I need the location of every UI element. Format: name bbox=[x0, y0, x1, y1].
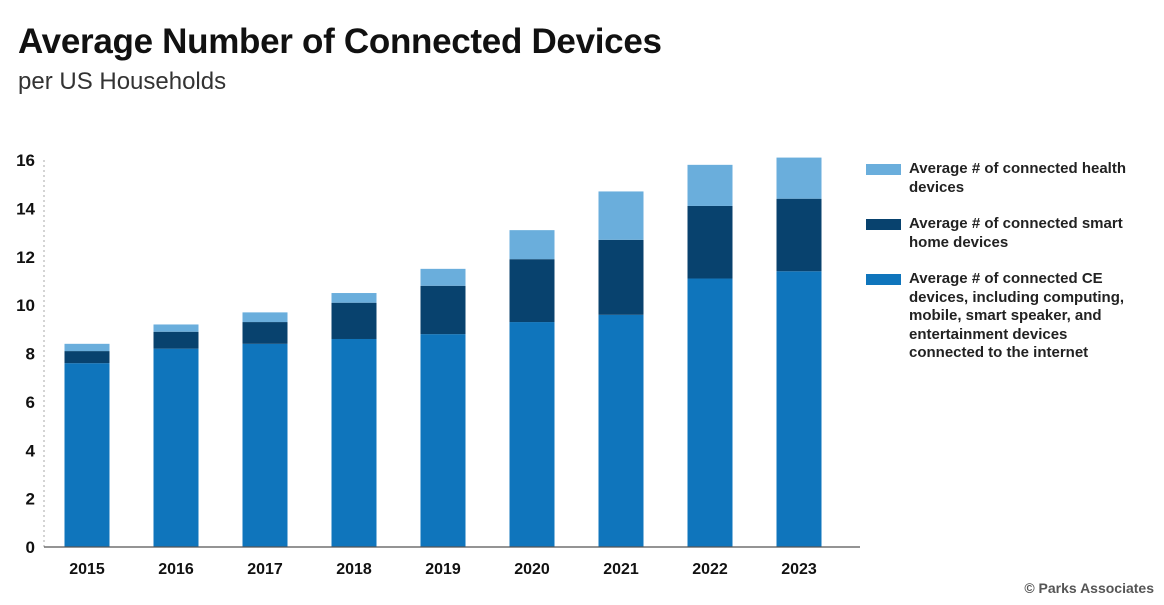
bar-smart-home-2019[interactable] bbox=[420, 285, 466, 335]
y-tick-label: 0 bbox=[26, 538, 35, 557]
y-tick-label: 8 bbox=[26, 345, 35, 364]
legend-label-smart-home: Average # of connected smart home device… bbox=[909, 215, 1123, 251]
x-tick-label: 2020 bbox=[514, 561, 550, 578]
bar-ce-devices-2016[interactable] bbox=[153, 348, 199, 547]
x-tick-label: 2019 bbox=[425, 561, 461, 578]
y-tick-label: 4 bbox=[26, 441, 36, 460]
y-axis: 0 2 4 6 8 10 12 14 16 bbox=[16, 151, 45, 557]
legend-swatch-health bbox=[866, 164, 901, 175]
copyright-credit: © Parks Associates bbox=[1024, 580, 1154, 596]
bar-ce-devices-2017[interactable] bbox=[242, 343, 288, 547]
bar-ce-devices-2020[interactable] bbox=[509, 322, 555, 547]
y-tick-label: 16 bbox=[16, 151, 35, 170]
chart-legend: Average # of connected health devices Av… bbox=[866, 160, 1156, 381]
bar-smart-home-2023[interactable] bbox=[776, 198, 822, 272]
y-tick-label: 2 bbox=[26, 490, 35, 509]
bar-smart-home-2017[interactable] bbox=[242, 322, 288, 344]
x-tick-label: 2016 bbox=[158, 561, 194, 578]
bar-ce-devices-2015[interactable] bbox=[64, 363, 110, 547]
bar-smart-home-2016[interactable] bbox=[153, 331, 199, 349]
bar-health-2020[interactable] bbox=[509, 230, 555, 260]
bar-smart-home-2022[interactable] bbox=[687, 205, 733, 279]
bar-smart-home-2015[interactable] bbox=[64, 351, 110, 364]
y-tick-label: 14 bbox=[16, 199, 35, 218]
bar-smart-home-2021[interactable] bbox=[598, 239, 644, 315]
chart-subtitle: per US Households bbox=[18, 68, 227, 95]
bar-health-2018[interactable] bbox=[331, 293, 377, 303]
y-tick-label: 12 bbox=[16, 248, 35, 267]
legend-item-smart-home[interactable]: Average # of connected smart home device… bbox=[866, 215, 1156, 252]
bar-smart-home-2020[interactable] bbox=[509, 259, 555, 323]
legend-label-health: Average # of connected health devices bbox=[909, 160, 1127, 196]
x-tick-label: 2021 bbox=[603, 561, 639, 578]
bar-health-2021[interactable] bbox=[598, 191, 644, 240]
y-tick-label: 6 bbox=[26, 393, 35, 412]
bar-health-2023[interactable] bbox=[776, 157, 822, 199]
x-tick-label: 2017 bbox=[247, 561, 283, 578]
x-tick-label: 2018 bbox=[336, 561, 372, 578]
bar-area bbox=[64, 157, 822, 547]
y-tick-label: 10 bbox=[16, 296, 35, 315]
legend-label-ce-devices: Average # of connected CE devices, inclu… bbox=[909, 270, 1125, 361]
bar-ce-devices-2022[interactable] bbox=[687, 278, 733, 547]
bar-ce-devices-2018[interactable] bbox=[331, 338, 377, 547]
bar-smart-home-2018[interactable] bbox=[331, 302, 377, 339]
legend-swatch-smart-home bbox=[866, 219, 901, 230]
x-tick-label: 2023 bbox=[781, 561, 817, 578]
bar-health-2019[interactable] bbox=[420, 268, 466, 286]
bar-health-2022[interactable] bbox=[687, 164, 733, 206]
x-tick-label: 2022 bbox=[692, 561, 728, 578]
x-axis: 2015 2016 2017 2018 2019 2020 2021 2022 2023 bbox=[69, 561, 817, 578]
bar-ce-devices-2019[interactable] bbox=[420, 334, 466, 547]
legend-item-ce-devices[interactable]: Average # of connected CE devices, inclu… bbox=[866, 270, 1156, 363]
legend-item-health[interactable]: Average # of connected health devices bbox=[866, 160, 1156, 197]
bar-ce-devices-2023[interactable] bbox=[776, 271, 822, 547]
x-tick-label: 2015 bbox=[69, 561, 105, 578]
bar-ce-devices-2021[interactable] bbox=[598, 314, 644, 547]
bar-health-2016[interactable] bbox=[153, 324, 199, 332]
bar-health-2017[interactable] bbox=[242, 312, 288, 323]
bar-health-2015[interactable] bbox=[64, 343, 110, 352]
chart-title: Average Number of Connected Devices bbox=[18, 22, 662, 61]
legend-swatch-ce-devices bbox=[866, 274, 901, 285]
